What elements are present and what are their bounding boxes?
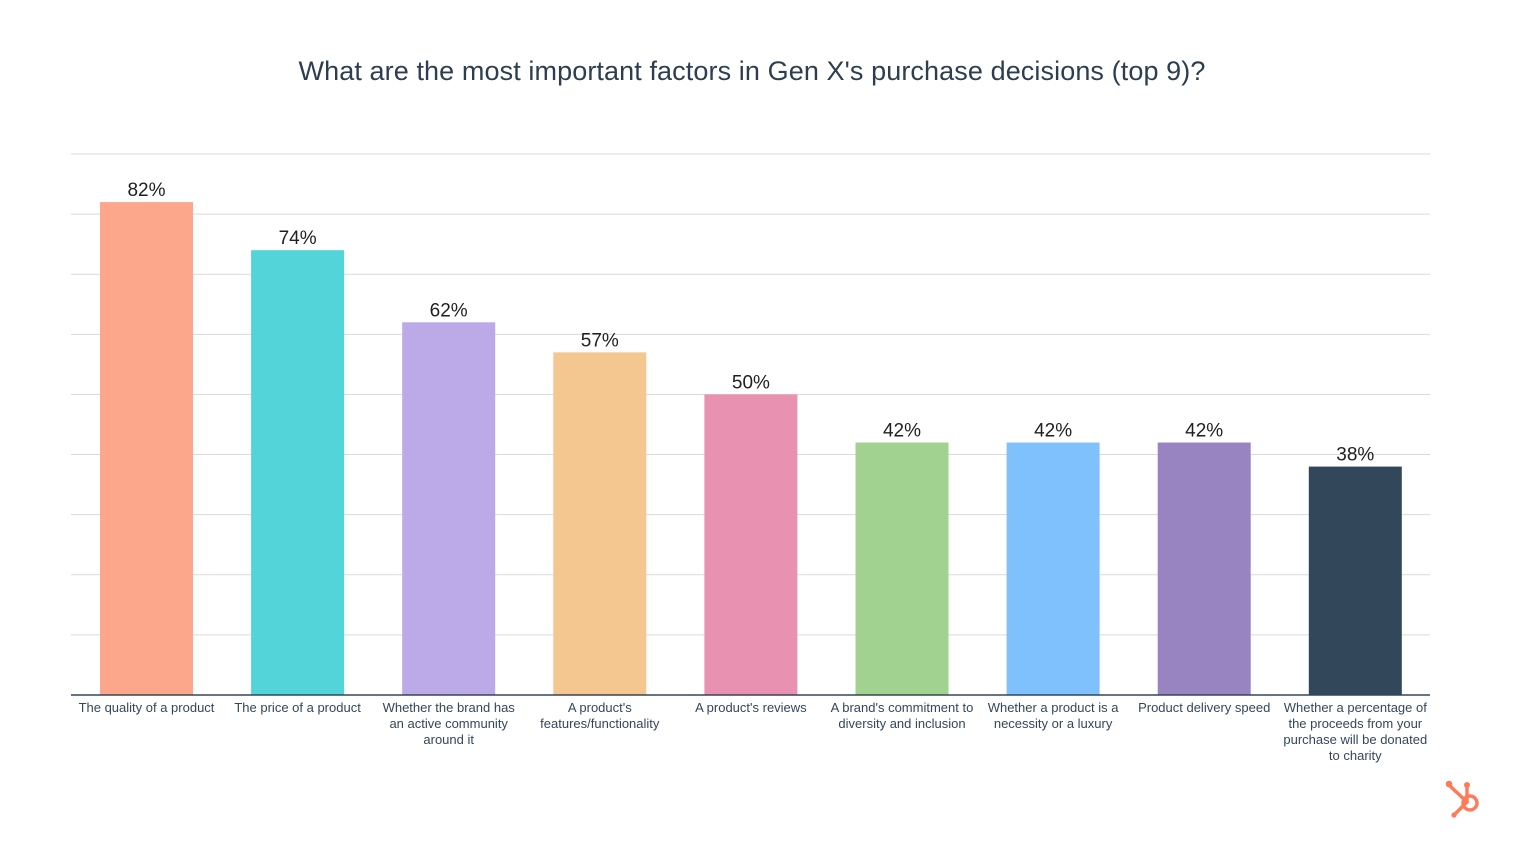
data-label: 57% xyxy=(581,330,619,351)
x-tick-label: A product's features/functionality xyxy=(540,700,660,731)
x-tick-label: The quality of a product xyxy=(78,700,215,715)
x-tick-label: Whether a product is a necessity or a lu… xyxy=(987,700,1119,731)
data-label: 42% xyxy=(1185,421,1223,442)
bar xyxy=(402,322,496,695)
bar xyxy=(553,352,647,695)
data-label: 38% xyxy=(1336,445,1374,466)
x-tick-label: A brand's commitment to diversity and in… xyxy=(830,700,974,731)
bar xyxy=(251,250,345,695)
chart-title: What are the most important factors in G… xyxy=(298,56,1206,86)
bar xyxy=(1308,466,1402,695)
data-label: 42% xyxy=(883,421,921,442)
data-label: 62% xyxy=(430,300,468,321)
x-tick-label: Product delivery speed xyxy=(1138,700,1271,715)
x-tick-label: Whether a percentage of the proceeds fro… xyxy=(1283,700,1428,763)
x-tick-label: The price of a product xyxy=(234,700,361,715)
value-labels: 82% 74% 62% 57% 50% 42% 42% 42% 38% xyxy=(127,180,1374,465)
data-label: 50% xyxy=(732,372,770,393)
bar xyxy=(1006,442,1100,695)
bar xyxy=(855,442,949,695)
bar xyxy=(1157,442,1251,695)
x-tick-label: Whether the brand has an active communit… xyxy=(382,700,515,747)
data-label: 74% xyxy=(279,228,317,249)
data-label: 82% xyxy=(127,180,165,201)
bars xyxy=(100,202,1402,696)
bar xyxy=(704,394,798,695)
data-label: 42% xyxy=(1034,421,1072,442)
bar xyxy=(100,202,193,696)
x-tick-label: A product's reviews xyxy=(695,700,807,715)
hubspot-sprocket-icon xyxy=(1445,780,1479,818)
